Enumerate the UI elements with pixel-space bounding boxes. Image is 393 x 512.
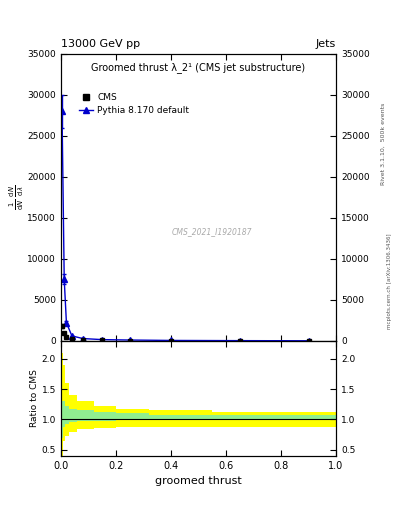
- Text: CMS_2021_I1920187: CMS_2021_I1920187: [172, 227, 252, 236]
- Text: Jets: Jets: [316, 38, 336, 49]
- Text: Groomed thrust λ_2¹ (CMS jet substructure): Groomed thrust λ_2¹ (CMS jet substructur…: [92, 62, 305, 73]
- X-axis label: groomed thrust: groomed thrust: [155, 476, 242, 486]
- Y-axis label: $\frac{1}{\mathrm{d}N}$ $\frac{\mathrm{d}N}{\mathrm{d}\lambda}$: $\frac{1}{\mathrm{d}N}$ $\frac{\mathrm{d…: [8, 185, 26, 210]
- Legend: CMS, Pythia 8.170 default: CMS, Pythia 8.170 default: [79, 93, 189, 115]
- Text: mcplots.cern.ch [arXiv:1306.3436]: mcplots.cern.ch [arXiv:1306.3436]: [387, 234, 391, 329]
- Text: 13000 GeV pp: 13000 GeV pp: [61, 38, 140, 49]
- Y-axis label: Ratio to CMS: Ratio to CMS: [30, 369, 39, 427]
- Text: Rivet 3.1.10,  500k events: Rivet 3.1.10, 500k events: [381, 102, 386, 184]
